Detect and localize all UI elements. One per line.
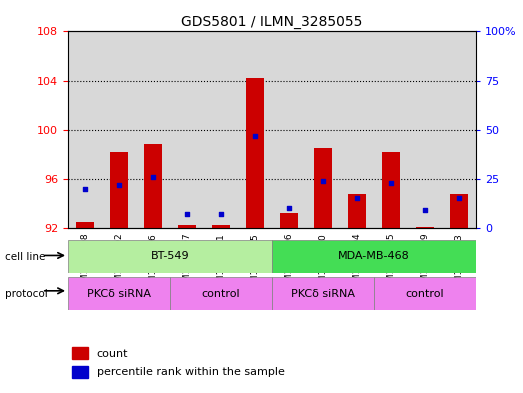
Point [386, 180, 395, 186]
Point [353, 195, 361, 202]
FancyBboxPatch shape [374, 277, 476, 310]
Bar [340, 31, 374, 228]
Bar [314, 148, 332, 228]
Text: MDA-MB-468: MDA-MB-468 [338, 252, 410, 261]
Bar [272, 31, 306, 228]
Bar [416, 227, 434, 228]
Bar [348, 194, 366, 228]
Bar [178, 226, 196, 228]
FancyBboxPatch shape [272, 277, 374, 310]
Text: percentile rank within the sample: percentile rank within the sample [97, 367, 285, 377]
Bar [68, 31, 102, 228]
Point [251, 132, 259, 139]
Bar [374, 31, 408, 228]
Text: PKCδ siRNA: PKCδ siRNA [87, 289, 151, 299]
Bar [102, 31, 136, 228]
Point [81, 185, 89, 192]
Bar [72, 347, 88, 359]
Bar [238, 31, 272, 228]
Bar [136, 31, 170, 228]
Bar [212, 226, 230, 228]
Bar [204, 31, 238, 228]
Text: control: control [202, 289, 240, 299]
Bar [110, 152, 128, 228]
Bar [246, 78, 264, 228]
Bar [72, 366, 88, 378]
Bar [306, 31, 340, 228]
Text: BT-549: BT-549 [151, 252, 189, 261]
Point [285, 205, 293, 211]
FancyBboxPatch shape [68, 277, 170, 310]
Point [183, 211, 191, 217]
Bar [442, 31, 476, 228]
Text: count: count [97, 349, 128, 358]
Text: protocol: protocol [5, 289, 48, 299]
Text: PKCδ siRNA: PKCδ siRNA [291, 289, 355, 299]
Text: control: control [406, 289, 444, 299]
Bar [450, 194, 468, 228]
Bar [408, 31, 442, 228]
FancyBboxPatch shape [68, 240, 272, 273]
Bar [170, 31, 204, 228]
Bar [144, 145, 162, 228]
Point [149, 174, 157, 180]
Point [217, 211, 225, 217]
Point [454, 195, 463, 202]
FancyBboxPatch shape [272, 240, 476, 273]
Point [115, 182, 123, 188]
Point [420, 207, 429, 213]
Title: GDS5801 / ILMN_3285055: GDS5801 / ILMN_3285055 [181, 15, 362, 29]
Bar [280, 213, 298, 228]
FancyBboxPatch shape [170, 277, 272, 310]
Text: cell line: cell line [5, 252, 46, 263]
Point [319, 178, 327, 184]
Bar [382, 152, 400, 228]
Bar [76, 222, 94, 228]
